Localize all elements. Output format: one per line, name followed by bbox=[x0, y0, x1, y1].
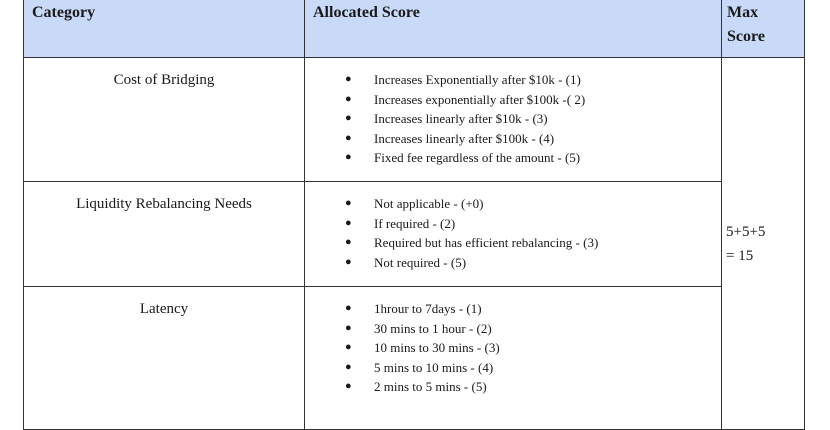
list-item: ● 1hrour to 7days - (1) bbox=[345, 299, 715, 319]
list-item: ● Not applicable - (+0) bbox=[345, 194, 715, 214]
list-item: ● If required - (2) bbox=[345, 214, 715, 234]
bullet-icon: ● bbox=[345, 92, 352, 105]
list-item: ● Required but has efficient rebalancing … bbox=[345, 233, 715, 253]
bullet-icon: ● bbox=[345, 131, 352, 144]
header-allocated-score: Allocated Score bbox=[304, 0, 722, 58]
list-item: ● Increases Exponentially after $10k - (1… bbox=[345, 70, 715, 90]
score-list-cell: ● Increases Exponentially after $10k - (1… bbox=[304, 57, 722, 182]
list-item-text: 1hrour to 7days - (1) bbox=[374, 301, 482, 316]
max-score-formula: 5+5+5 bbox=[726, 223, 766, 240]
list-item: ● Increases linearly after $100k - (4) bbox=[345, 129, 715, 149]
list-item-text: Increases linearly after $10k - (3) bbox=[374, 111, 548, 126]
header-max-score-line2: Score bbox=[727, 28, 765, 45]
category-cell-liquidity-rebalancing: Liquidity Rebalancing Needs bbox=[23, 181, 305, 287]
header-category: Category bbox=[23, 0, 305, 58]
max-score-total: = 15 bbox=[726, 247, 754, 264]
list-item: ● Fixed fee regardless of the amount - (5… bbox=[345, 148, 715, 168]
list-item-text: Increases Exponentially after $10k - (1) bbox=[374, 72, 581, 87]
bullet-icon: ● bbox=[345, 255, 352, 268]
list-item-text: 30 mins to 1 hour - (2) bbox=[374, 320, 492, 336]
scoring-table: Category Allocated Score Max Score Cost … bbox=[23, 0, 805, 430]
score-list: ● Not applicable - (+0) ● If required - (2… bbox=[305, 194, 715, 272]
list-item-text: 10 mins to 30 mins - (3) bbox=[374, 340, 500, 355]
category-cell-latency: Latency bbox=[23, 286, 305, 430]
max-score-cell: 5+5+5 = 15 bbox=[721, 57, 805, 430]
bullet-icon: ● bbox=[345, 341, 352, 353]
category-cell-cost-of-bridging: Cost of Bridging bbox=[23, 57, 305, 182]
list-item-text: 2 mins to 5 mins - (5) bbox=[374, 379, 487, 394]
score-list: ● 1hrour to 7days - (1) ● 30 mins to 1 hou… bbox=[305, 299, 715, 397]
table-row: Latency ● 1hrour to 7days - (1) ● 30 mins … bbox=[23, 286, 805, 430]
header-max-score-line1: Max bbox=[727, 4, 759, 21]
bullet-icon: ● bbox=[345, 197, 352, 209]
table-header-row: Category Allocated Score Max Score bbox=[23, 0, 805, 58]
list-item-text: Not required - (5) bbox=[374, 254, 467, 270]
list-item: ● Increases linearly after $10k - (3) bbox=[345, 109, 715, 129]
list-item: ● Increases exponentially after $100k -( … bbox=[345, 90, 715, 110]
list-item-text: If required - (2) bbox=[374, 215, 456, 231]
bullet-icon: ● bbox=[345, 321, 352, 334]
list-item: ● 30 mins to 1 hour - (2) bbox=[345, 319, 715, 339]
bullet-icon: ● bbox=[345, 73, 352, 85]
list-item-text: Fixed fee regardless of the amount - (5) bbox=[374, 150, 581, 165]
bullet-icon: ● bbox=[345, 360, 352, 373]
table-row: Cost of Bridging ● Increases Exponentiall… bbox=[23, 57, 805, 430]
bullet-icon: ● bbox=[345, 112, 352, 124]
list-item-text: Increases exponentially after $100k -( 2… bbox=[374, 91, 586, 107]
score-list-cell: ● 1hrour to 7days - (1) ● 30 mins to 1 hou… bbox=[304, 286, 722, 430]
score-list-cell: ● Not applicable - (+0) ● If required - (2… bbox=[304, 181, 722, 287]
list-item: ● 5 mins to 10 mins - (4) bbox=[345, 358, 715, 378]
list-item: ● 2 mins to 5 mins - (5) bbox=[345, 377, 715, 397]
list-item-text: Not applicable - (+0) bbox=[374, 196, 484, 211]
table-row: Liquidity Rebalancing Needs ● Not applica… bbox=[23, 181, 805, 287]
bullet-icon: ● bbox=[345, 151, 352, 163]
list-item-text: Required but has efficient rebalancing -… bbox=[374, 235, 599, 250]
bullet-icon: ● bbox=[345, 302, 352, 314]
bullet-icon: ● bbox=[345, 380, 352, 392]
list-item: ● 10 mins to 30 mins - (3) bbox=[345, 338, 715, 358]
list-item-text: Increases linearly after $100k - (4) bbox=[374, 130, 555, 146]
list-item-text: 5 mins to 10 mins - (4) bbox=[374, 359, 494, 375]
scoring-table-container: Category Allocated Score Max Score Cost … bbox=[23, 0, 805, 430]
score-list: ● Increases Exponentially after $10k - (1… bbox=[305, 70, 715, 168]
bullet-icon: ● bbox=[345, 236, 352, 248]
bullet-icon: ● bbox=[345, 216, 352, 229]
list-item: ● Not required - (5) bbox=[345, 253, 715, 273]
header-max-score: Max Score bbox=[721, 0, 805, 58]
